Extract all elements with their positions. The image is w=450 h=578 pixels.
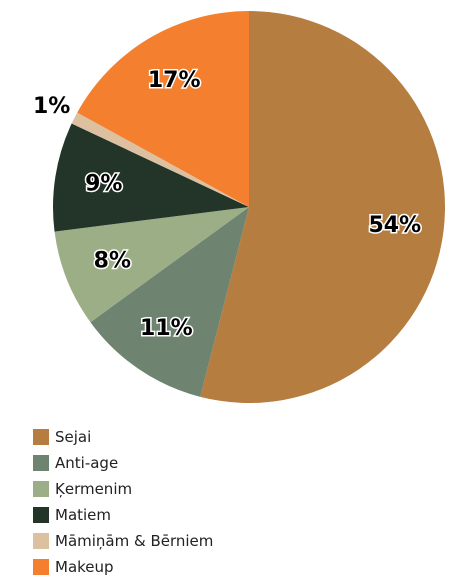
- data-label: 1%: [33, 94, 70, 119]
- legend-swatch: [33, 455, 49, 471]
- data-label: 8%: [94, 249, 131, 274]
- legend-label: Matiem: [55, 506, 111, 524]
- data-label: 9%: [85, 172, 122, 197]
- legend-label: Ķermenim: [55, 480, 132, 498]
- pie-slice: [71, 112, 249, 207]
- data-label: 17%: [148, 68, 201, 93]
- legend-label: Makeup: [55, 558, 114, 576]
- legend-swatch: [33, 481, 49, 497]
- legend-label: Māmiņām & Bērniem: [55, 532, 213, 550]
- legend-label: Anti-age: [55, 454, 118, 472]
- legend-swatch: [33, 533, 49, 549]
- pie-slice: [90, 207, 249, 397]
- legend-swatch: [33, 429, 49, 445]
- legend-label: Sejai: [55, 428, 91, 446]
- pie-slice: [53, 123, 249, 232]
- data-label: 11%: [140, 316, 193, 341]
- pie-slice: [54, 207, 249, 323]
- legend-swatch: [33, 507, 49, 523]
- pie-slice: [200, 11, 446, 403]
- data-label: 54%: [369, 213, 422, 238]
- pie-slice: [77, 11, 249, 207]
- legend-swatch: [33, 559, 49, 575]
